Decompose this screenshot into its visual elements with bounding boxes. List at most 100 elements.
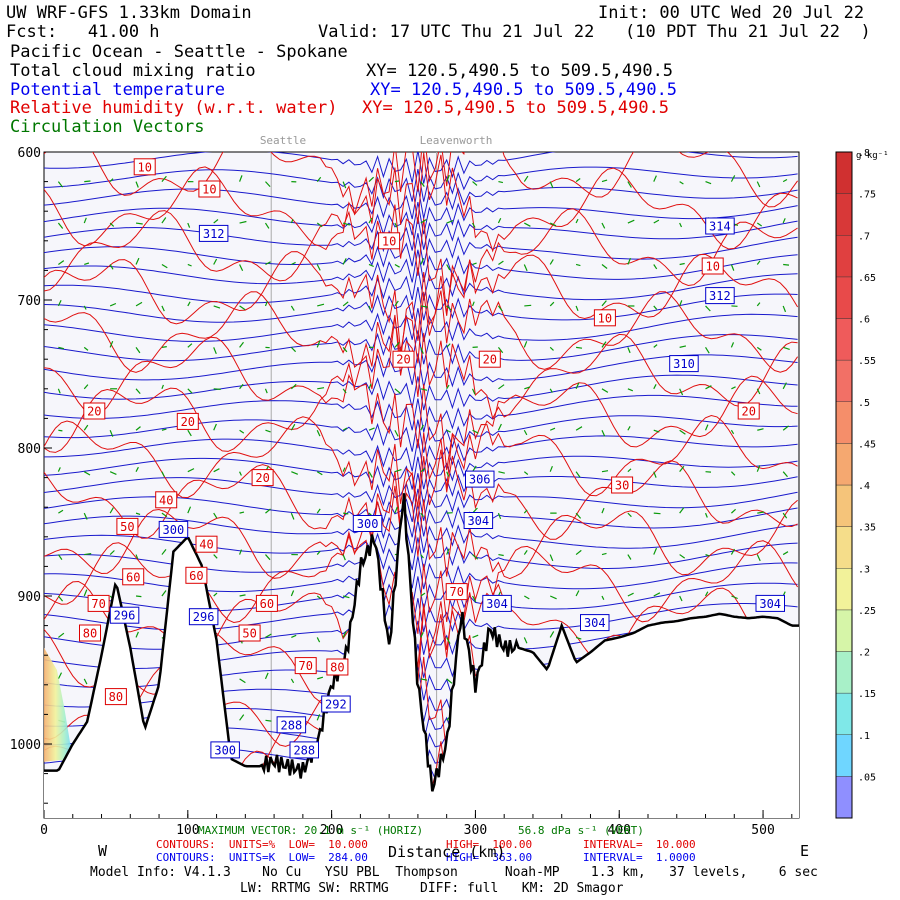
theta-contour	[44, 217, 798, 253]
circulation-vector	[109, 222, 115, 227]
circulation-vector	[497, 305, 503, 312]
circulation-vector	[472, 388, 476, 395]
circulation-vector	[575, 471, 581, 478]
circulation-vector	[523, 264, 528, 272]
y-tick-label: 1000	[10, 738, 41, 753]
circulation-vector	[187, 222, 191, 228]
circulation-vector	[342, 427, 348, 431]
circulation-vector	[575, 305, 579, 312]
y-tick-label: 700	[18, 294, 41, 309]
circulation-vector	[316, 264, 321, 271]
circulation-vector	[83, 346, 89, 351]
colorbar-segment	[835, 443, 853, 486]
contour-label: 304	[759, 597, 781, 611]
contour-label-box	[463, 512, 494, 529]
circulation-vector	[213, 388, 221, 390]
contour-label-box	[445, 583, 468, 601]
circulation-vector	[161, 175, 167, 182]
circulation-vector	[239, 264, 244, 272]
circulation-vector	[705, 347, 710, 354]
circulation-vector	[446, 264, 451, 271]
circulation-vector	[575, 512, 582, 519]
circulation-vector	[705, 553, 710, 557]
contour-label: 40	[199, 538, 213, 552]
circulation-vector	[627, 181, 632, 188]
circulation-vector	[265, 508, 271, 514]
circulation-vector	[239, 714, 245, 721]
circulation-vector	[187, 343, 193, 348]
circulation-vector	[368, 176, 375, 183]
rh-contour	[44, 314, 798, 420]
circulation-vector	[109, 507, 114, 514]
contour-label: 80	[330, 661, 344, 675]
circulation-vector	[316, 714, 321, 721]
circulation-vector	[524, 595, 530, 600]
x-tick-label: 500	[751, 823, 774, 838]
circulation-vector	[317, 303, 325, 307]
circulation-vector	[757, 511, 765, 514]
contour-label-box	[198, 180, 221, 198]
circulation-vector	[368, 305, 372, 311]
circulation-vector	[317, 676, 324, 680]
circulation-vector	[316, 637, 321, 643]
circulation-vector	[627, 219, 635, 224]
circulation-vector	[601, 507, 605, 514]
circulation-vector	[549, 427, 556, 431]
circulation-vector	[782, 425, 789, 431]
circulation-vector	[135, 554, 139, 560]
contour-label: 10	[382, 234, 396, 248]
circulation-vector	[627, 257, 632, 265]
rh-contour	[44, 361, 798, 471]
theta-contour	[44, 504, 798, 540]
circulation-vector	[83, 305, 87, 310]
colorbar-segment	[835, 401, 853, 444]
contour-label-box	[705, 217, 735, 235]
colorbar-label: .35	[858, 523, 876, 534]
circulation-vector	[291, 471, 299, 475]
circulation-vector	[523, 509, 528, 514]
circulation-vector	[239, 383, 244, 390]
circulation-vector	[601, 595, 605, 600]
rh-contour	[44, 471, 798, 580]
colorbar-segment	[835, 151, 853, 194]
circulation-vector	[446, 429, 451, 433]
circulation-vector	[135, 595, 142, 598]
circulation-vector	[57, 388, 61, 394]
west-label: W	[98, 842, 108, 860]
circulation-vector	[187, 301, 191, 307]
circulation-vector	[420, 305, 428, 308]
circulation-vector	[57, 467, 61, 472]
circulation-vector	[782, 218, 786, 224]
contour-label: 306	[469, 473, 491, 487]
colorbar-label: .8	[858, 148, 870, 159]
circulation-vector	[446, 220, 454, 224]
circulation-vector	[291, 634, 297, 638]
circulation-vector	[601, 179, 608, 183]
circulation-vector	[83, 512, 88, 520]
circulation-vector	[704, 591, 709, 597]
circulation-vector	[472, 634, 479, 638]
circulation-vector	[601, 341, 607, 348]
colorbar-frame	[835, 151, 853, 819]
circulation-vector	[264, 388, 268, 394]
circulation-vector	[57, 181, 64, 188]
circulation-vector	[57, 222, 64, 229]
circulation-vector	[497, 423, 502, 431]
circulation-vector	[213, 468, 220, 473]
circulation-vector	[679, 465, 685, 473]
circulation-vector	[472, 181, 478, 186]
contour-label: 288	[281, 718, 303, 732]
contour-label: 70	[449, 585, 463, 599]
circulation-vector	[679, 300, 683, 307]
place-seattle: Seattle	[260, 134, 306, 147]
model-info-physics: LW: RRTMG SW: RRTMG DIFF: full KM: 2D Sm…	[240, 881, 624, 896]
circulation-vector	[446, 305, 452, 311]
circulation-vector	[83, 424, 89, 431]
theta-contour-interval: INTERVAL= 1.0000	[583, 851, 696, 864]
circulation-vector	[549, 259, 554, 265]
contour-label: 20	[87, 405, 101, 419]
circulation-vector	[653, 592, 661, 597]
circulation-vector	[265, 181, 271, 188]
contour-label: 20	[483, 353, 497, 367]
circulation-vector	[679, 222, 683, 228]
